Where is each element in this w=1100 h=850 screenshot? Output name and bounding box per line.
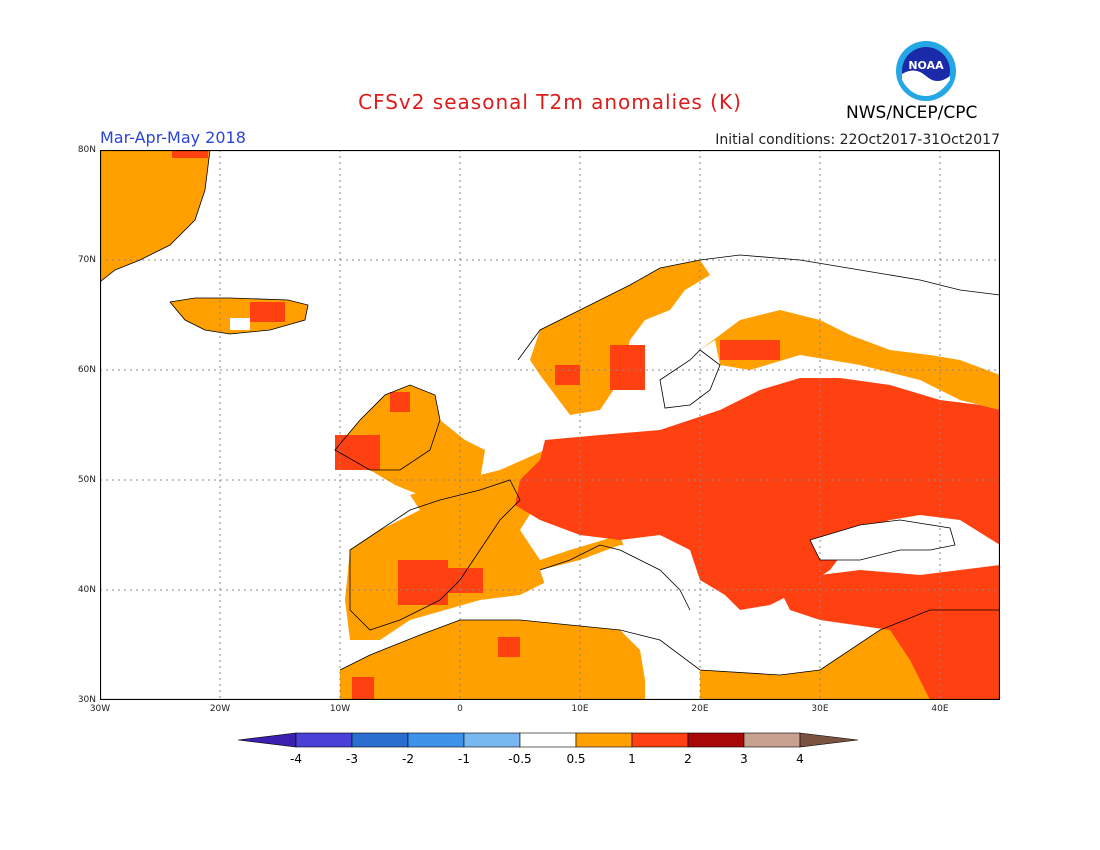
- colorbar-label: 3: [740, 752, 748, 766]
- anomaly-map: [100, 150, 1000, 700]
- coastlines: [100, 150, 1000, 676]
- colorbar-label: -4: [290, 752, 302, 766]
- logo-text: NOAA: [908, 59, 944, 72]
- colorbar-swatch: [631, 732, 689, 748]
- colorbar-label: -1: [458, 752, 470, 766]
- agency-label: NWS/NCEP/CPC: [846, 103, 978, 123]
- lon-label: 20E: [691, 704, 709, 714]
- lat-label: 50N: [77, 475, 96, 485]
- colorbar-label: -0.5: [508, 752, 531, 766]
- colorbar-swatch: [295, 732, 353, 748]
- lon-label: 20W: [209, 704, 231, 714]
- lon-label: 10W: [329, 704, 351, 714]
- lon-label: 30W: [89, 704, 111, 714]
- greenland-anomaly: [100, 150, 210, 282]
- colorbar-label: -2: [402, 752, 414, 766]
- colorbar-swatch: [463, 732, 521, 748]
- mediterranean-neutral: [540, 545, 840, 700]
- baltic-neutral: [660, 340, 720, 408]
- lon-label: 0: [457, 704, 463, 714]
- lon-label: 30E: [811, 704, 829, 714]
- colorbar-label: 0.5: [566, 752, 585, 766]
- initial-conditions-label: Initial conditions: 22Oct2017-31Oct2017: [715, 132, 1000, 148]
- graticule: [100, 150, 1000, 700]
- lon-label: 10E: [571, 704, 589, 714]
- colorbar-label: -3: [346, 752, 358, 766]
- noaa-logo: NOAA: [896, 41, 956, 101]
- colorbar-swatch: [743, 732, 801, 748]
- colorbar-swatch: [519, 732, 577, 748]
- colorbar-swatch: [687, 732, 745, 748]
- north-africa-anomaly: [340, 620, 645, 700]
- colorbar-swatch: [407, 732, 465, 748]
- lon-label: 40E: [931, 704, 949, 714]
- lat-label: 30N: [77, 695, 96, 705]
- colorbar-label: 2: [684, 752, 692, 766]
- colorbar-label: 1: [628, 752, 636, 766]
- lat-label: 60N: [77, 365, 96, 375]
- colorbar-label: 4: [796, 752, 804, 766]
- colorbar-swatch: [575, 732, 633, 748]
- colorbar: -4 -3 -2 -1 -0.5 0.5 1 2 3 4: [238, 732, 859, 766]
- map-title: CFSv2 seasonal T2m anomalies (K): [358, 90, 742, 114]
- lat-label: 40N: [77, 585, 96, 595]
- eastern-europe-anomaly: [515, 378, 1000, 610]
- season-label: Mar-Apr-May 2018: [100, 128, 246, 147]
- colorbar-swatch: [799, 732, 859, 748]
- lat-label: 70N: [77, 255, 96, 265]
- colorbar-swatch: [351, 732, 409, 748]
- lat-label: 80N: [77, 145, 96, 155]
- colorbar-swatch: [238, 732, 297, 748]
